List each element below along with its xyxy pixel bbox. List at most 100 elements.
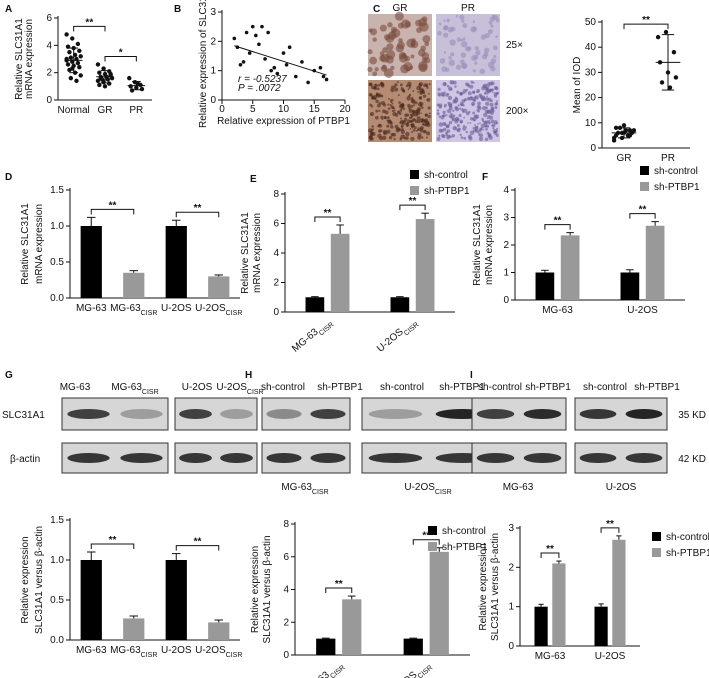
histology-texture xyxy=(379,136,384,141)
histology-texture xyxy=(397,94,400,97)
histology-texture xyxy=(367,49,373,55)
histology-texture xyxy=(474,46,479,51)
x-tick-label-main: MG-63 xyxy=(290,326,321,354)
blot-group-label-sub: CISR xyxy=(312,489,329,496)
histology-texture xyxy=(487,114,491,118)
x-tick-label-main: U-2OS xyxy=(627,305,658,316)
histology-texture xyxy=(451,134,456,138)
histology-texture xyxy=(379,51,385,56)
significance-label: ** xyxy=(85,17,93,28)
data-point xyxy=(127,75,132,81)
significance-label: ** xyxy=(109,535,117,546)
y-tick-label: 0.5 xyxy=(50,257,64,268)
x-tick-label: MG-63CISR xyxy=(110,303,157,317)
blot-band xyxy=(476,453,515,463)
histology-texture xyxy=(450,112,453,116)
histology-texture xyxy=(410,42,415,47)
histology-texture xyxy=(481,54,488,60)
histology-texture xyxy=(493,55,497,59)
y-tick-label: 2 xyxy=(508,562,514,573)
blot-band xyxy=(220,409,253,419)
histology-texture xyxy=(450,26,456,32)
image-column-label: PR xyxy=(461,3,475,14)
histology-texture xyxy=(399,83,403,87)
histology-texture xyxy=(465,126,468,128)
histology-texture xyxy=(399,109,403,112)
data-point xyxy=(281,51,286,55)
x-tick-label-sub: CISR xyxy=(416,664,433,678)
annotation: P = .0072 xyxy=(238,83,281,94)
y-axis-label: Relative expression of SLC31A1 xyxy=(198,0,209,128)
histology-texture xyxy=(369,56,378,65)
histology-texture xyxy=(450,115,455,120)
x-tick-label: U-2OS xyxy=(161,303,192,314)
significance-label: ** xyxy=(422,531,430,542)
histology-texture xyxy=(390,85,395,90)
histology-texture xyxy=(399,117,402,120)
histology-texture xyxy=(419,118,424,123)
histology-texture xyxy=(425,136,428,139)
histology-texture xyxy=(389,125,394,129)
histology-texture xyxy=(408,106,412,111)
histology-texture xyxy=(438,122,444,127)
y-tick-label: 1 xyxy=(503,268,509,279)
data-point xyxy=(68,75,74,81)
histology-texture xyxy=(477,101,481,106)
bar xyxy=(415,219,435,312)
histology-texture xyxy=(377,83,381,87)
histology-texture xyxy=(488,84,491,87)
histology-texture xyxy=(484,137,489,142)
y-tick-label: 6 xyxy=(273,219,279,230)
histology-texture xyxy=(484,86,488,91)
histology-texture xyxy=(380,83,384,87)
y-tick-label: 0 xyxy=(503,295,509,306)
data-point xyxy=(70,36,75,41)
histology-texture xyxy=(495,86,499,91)
x-tick-label: 15 xyxy=(309,104,321,115)
legend-swatch xyxy=(640,166,649,175)
y-tick-label: 1 xyxy=(210,66,216,77)
significance-label: ** xyxy=(554,216,562,227)
histology-texture xyxy=(495,127,499,131)
x-tick-label-sub: CISR xyxy=(329,664,346,678)
blot-band xyxy=(120,409,163,419)
histology-texture xyxy=(400,87,404,91)
blot-band xyxy=(476,409,515,419)
data-point xyxy=(623,128,629,133)
data-point xyxy=(108,71,113,77)
panel-letter: D xyxy=(5,172,12,183)
histology-texture xyxy=(468,110,471,114)
histology-texture xyxy=(381,64,387,70)
significance-label: ** xyxy=(639,205,647,216)
blot-band xyxy=(266,409,302,419)
panel-letter: F xyxy=(482,172,488,183)
histology-texture xyxy=(483,92,487,95)
y-tick-label: 6 xyxy=(46,13,52,24)
x-tick-label-main: MG-63 xyxy=(110,645,141,656)
histology-texture xyxy=(462,126,467,131)
histology-texture xyxy=(448,56,452,60)
histology-texture xyxy=(460,136,464,139)
histology-texture xyxy=(400,103,405,108)
y-tick-label: 3 xyxy=(210,7,216,18)
data-point xyxy=(275,71,280,76)
x-tick-label: U-2OS xyxy=(627,305,658,316)
significance-label: ** xyxy=(109,200,117,211)
histology-texture xyxy=(391,106,395,110)
data-point xyxy=(294,74,298,79)
histology-texture xyxy=(411,127,414,129)
y-tick-label: 30 xyxy=(585,67,597,78)
histology-texture xyxy=(411,131,414,134)
histology-texture xyxy=(472,26,478,32)
histology-texture xyxy=(387,22,393,28)
histology-texture xyxy=(491,107,494,110)
histology-texture xyxy=(478,136,484,142)
histology-texture xyxy=(387,107,391,110)
data-point xyxy=(244,30,249,35)
y-tick-label: 20 xyxy=(585,93,597,104)
blot-lane-label: MG-63 xyxy=(60,382,91,393)
x-tick-label-sub: CISR xyxy=(226,652,243,659)
histology-texture xyxy=(417,90,420,93)
histology-texture xyxy=(388,97,390,100)
histology-texture xyxy=(479,133,484,138)
